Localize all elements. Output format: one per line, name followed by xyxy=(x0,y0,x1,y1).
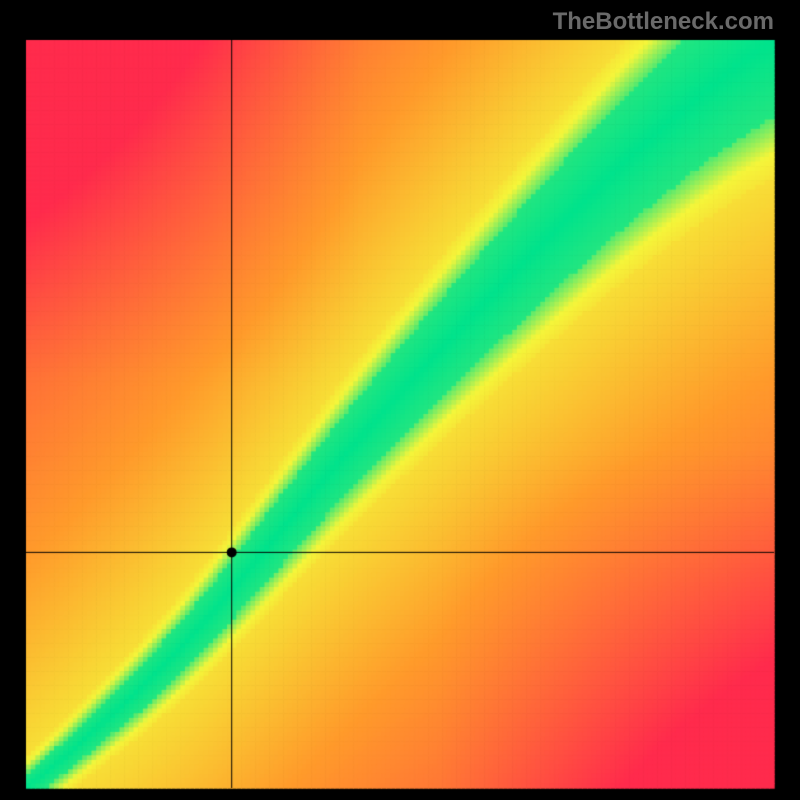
bottleneck-heatmap xyxy=(0,0,800,800)
watermark-text: TheBottleneck.com xyxy=(553,8,774,36)
chart-container: { "watermark": "TheBottleneck.com", "cha… xyxy=(0,0,800,800)
